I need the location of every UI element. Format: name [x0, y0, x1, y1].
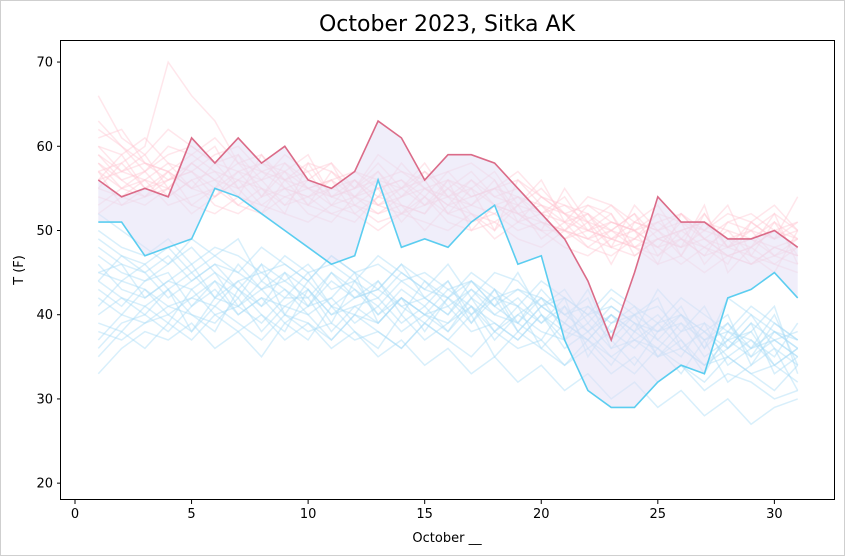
y-tick-label: 50: [36, 224, 53, 239]
x-tick-label: 5: [187, 507, 195, 522]
y-tick-label: 30: [36, 392, 53, 407]
y-axis-label: T (F): [12, 255, 27, 286]
chart-title: October 2023, Sitka AK: [319, 12, 576, 37]
x-tick-label: 20: [533, 507, 550, 522]
historical-low-line-12: [97, 288, 799, 391]
x-tick-label: 10: [300, 507, 317, 522]
y-tick-label: 20: [36, 477, 53, 492]
y-tick-label: 60: [36, 140, 53, 155]
series-line-low: [98, 177, 799, 409]
x-axis-label: October __: [412, 531, 482, 546]
plot-area-border: [60, 40, 835, 500]
x-tick-label: 25: [650, 507, 667, 522]
high-low-band: [98, 121, 798, 408]
x-axis: 0 5 10 15 20 25 30: [71, 500, 783, 522]
x-tick-label: 15: [416, 507, 433, 522]
y-axis: 20 30 40 50 60 70: [36, 56, 61, 492]
x-tick-label: 0: [71, 507, 79, 522]
y-tick-label: 40: [36, 308, 53, 323]
series-line-high: [97, 119, 799, 343]
historical-low-line-6: [97, 313, 798, 426]
y-tick-label: 70: [36, 56, 53, 71]
x-tick-label: 30: [766, 507, 783, 522]
